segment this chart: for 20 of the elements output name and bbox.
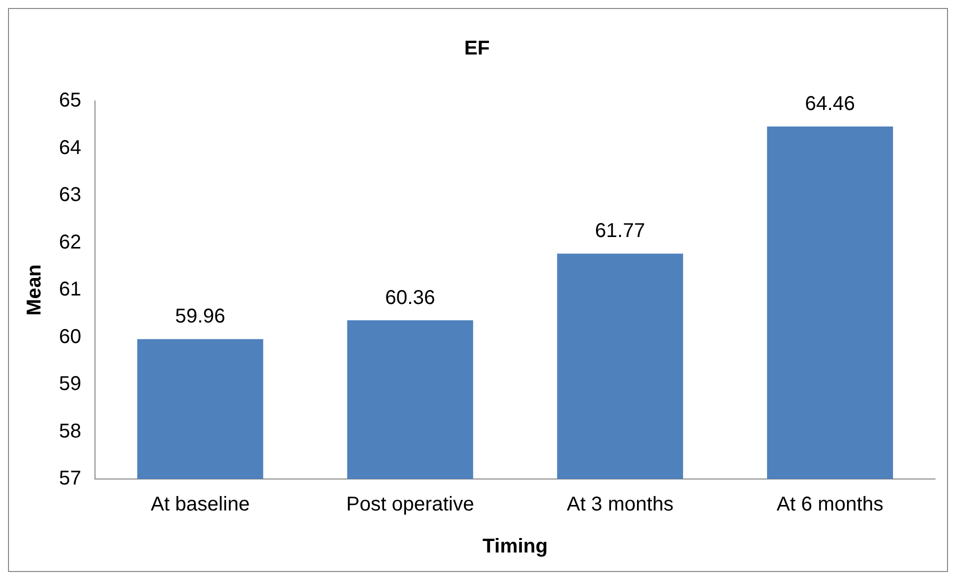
y-tick-label: 65 [58, 90, 82, 112]
data-label: 60.36 [385, 286, 436, 309]
x-tick-label: At baseline [150, 494, 250, 516]
y-tick-label: 60 [58, 326, 82, 348]
y-tick-label: 62 [58, 231, 82, 254]
x-tick-label: At 3 months [566, 494, 674, 516]
chart-title: EF [464, 38, 490, 60]
y-tick-label: 58 [58, 420, 82, 442]
y-tick-label: 64 [58, 136, 82, 159]
y-tick-label: 61 [58, 278, 82, 301]
x-tick-label: Post operative [346, 494, 474, 516]
data-label: 59.96 [175, 306, 226, 328]
y-tick-label: 63 [58, 184, 82, 206]
x-tick-label: At 6 months [776, 494, 884, 516]
y-tick-label: 57 [58, 468, 82, 490]
y-tick-label: 59 [58, 373, 82, 396]
x-axis-title: Timing [482, 536, 548, 558]
y-axis-title: Mean [24, 264, 46, 316]
data-label: 61.77 [595, 220, 646, 242]
data-label: 64.46 [805, 93, 856, 116]
